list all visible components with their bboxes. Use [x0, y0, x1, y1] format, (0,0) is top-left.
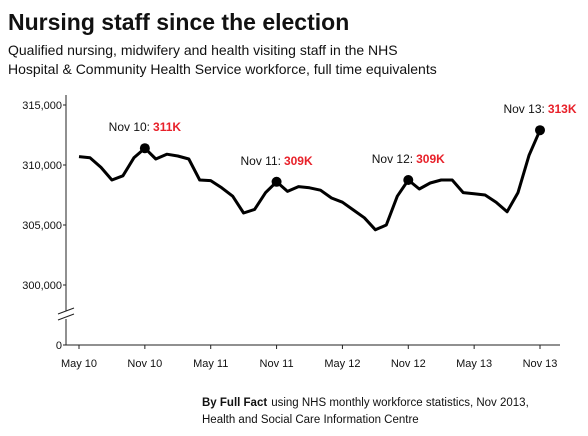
point-marker [139, 143, 150, 154]
x-tick-label: May 12 [324, 358, 360, 370]
y-tick-label: 305,000 [22, 220, 62, 232]
subtitle: Hospital & Community Health Service work… [8, 61, 437, 77]
x-tick-label: Nov 11 [260, 358, 294, 370]
source: Health and Social Care Information Centr… [202, 414, 419, 426]
y-tick-label: 315,000 [22, 100, 62, 112]
y-tick-label: 310,000 [22, 160, 62, 172]
x-tick-label: Nov 10 [127, 358, 162, 370]
value-label: 309K [284, 154, 313, 168]
axis-break-mark [57, 307, 75, 315]
subtitle: Qualified nursing, midwifery and health … [8, 42, 398, 58]
point-marker [403, 175, 414, 185]
point-marker [271, 176, 282, 187]
y-tick-label: 300,000 [22, 280, 62, 292]
value-label: 311K [153, 120, 181, 134]
source-text: using NHS monthly workforce statistics, … [271, 397, 529, 409]
annotation-title: Nov 11: [240, 154, 280, 168]
axis-break-gap [58, 311, 74, 319]
annotation: Nov 12: 309K [372, 152, 445, 166]
x-tick-label: May 11 [193, 358, 228, 370]
series-line [78, 129, 542, 232]
annotation: Nov 10: 311K [109, 120, 182, 134]
value-label: 313K [548, 102, 577, 116]
y-tick-label: 0 [56, 340, 62, 352]
annotation-title: Nov 13: [503, 102, 544, 116]
x-tick-label: Nov 13 [523, 358, 558, 370]
value-label: 309K [416, 152, 445, 166]
x-tick-label: May 10 [61, 358, 97, 370]
annotation-title: Nov 12: [372, 152, 413, 166]
annotation: Nov 13: 313K [503, 102, 576, 116]
point-marker [535, 125, 545, 136]
chart-title: Nursing staff since the election [8, 9, 349, 35]
x-tick-label: May 13 [456, 358, 492, 370]
source: By Full Fact using NHS monthly workforce … [202, 397, 529, 409]
source-author: By Full Fact [202, 397, 267, 409]
axis-break-mark [57, 313, 75, 321]
annotation-title: Nov 10: [109, 120, 150, 134]
annotation: Nov 11: 309K [240, 154, 312, 168]
x-tick-label: Nov 12 [391, 358, 426, 370]
